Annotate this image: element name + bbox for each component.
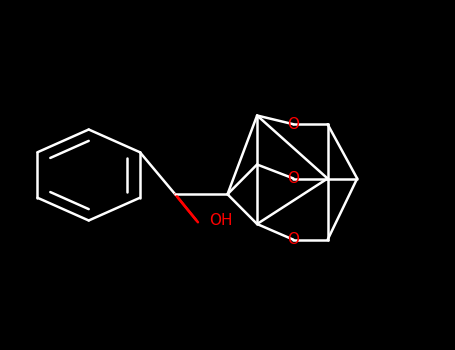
Text: OH: OH	[209, 213, 233, 228]
Text: O: O	[288, 171, 299, 186]
Text: O: O	[288, 117, 299, 132]
Text: O: O	[288, 232, 299, 247]
